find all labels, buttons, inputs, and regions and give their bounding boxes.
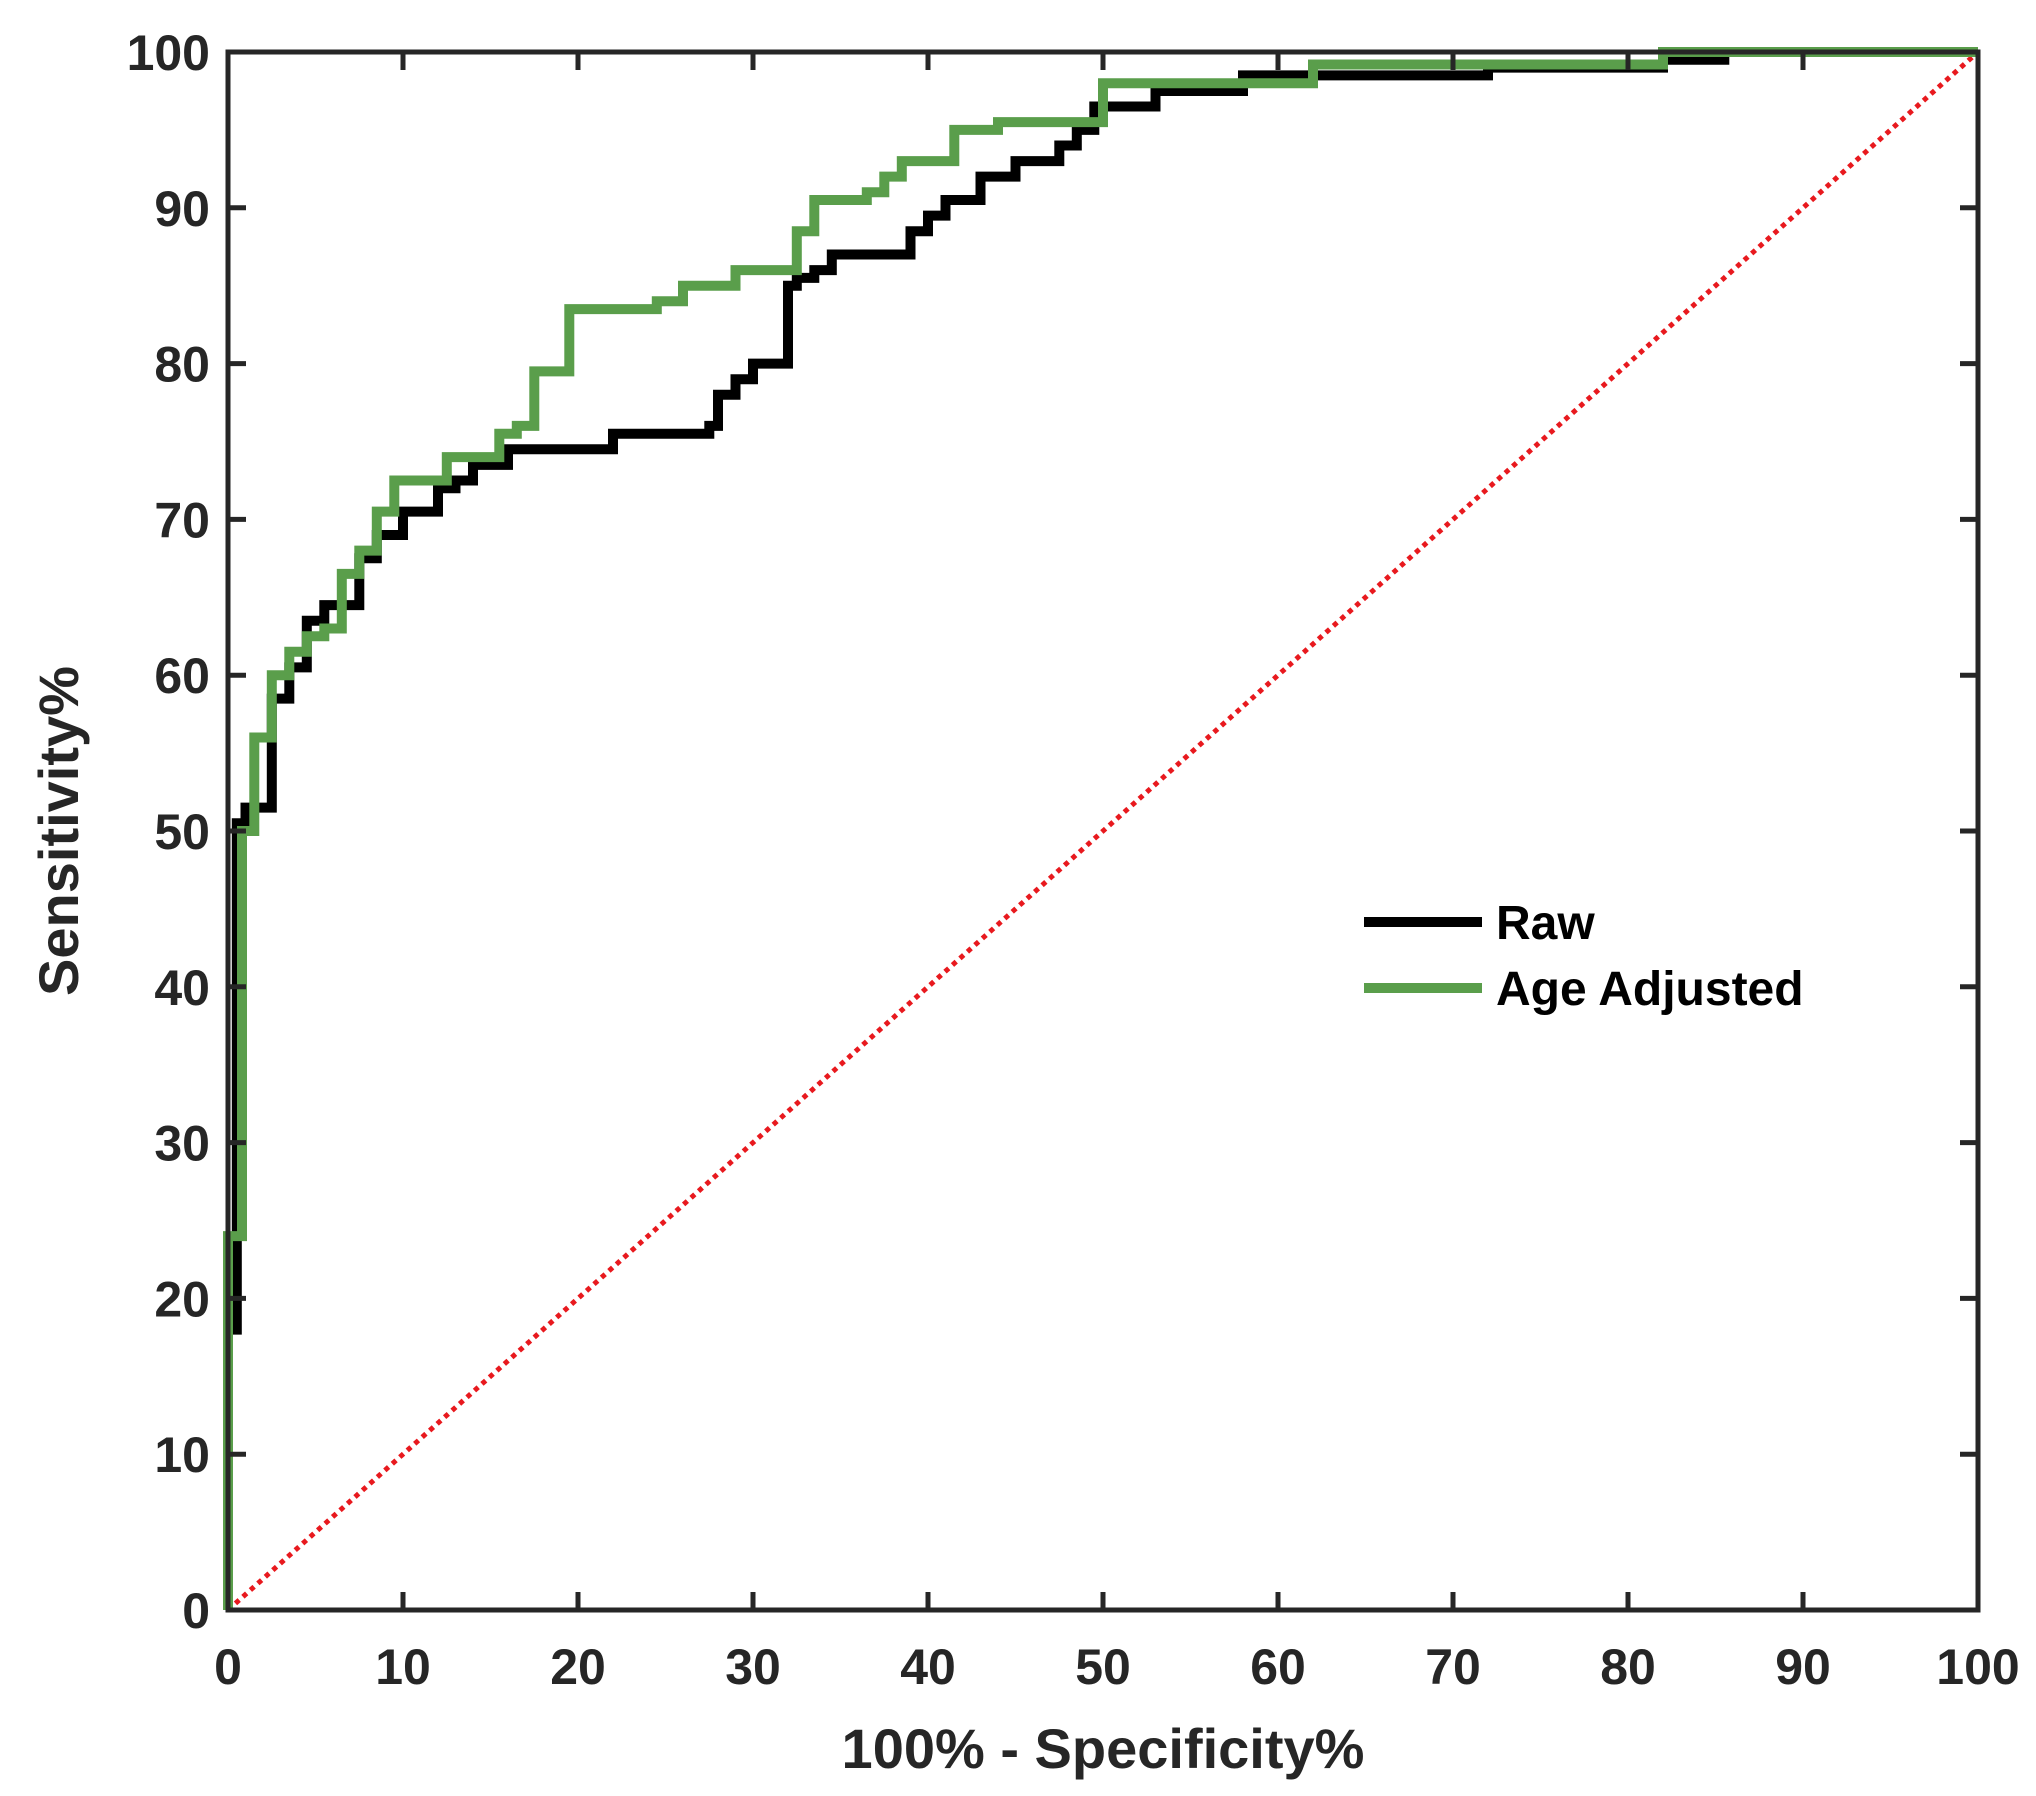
x-tick-label: 40 [900, 1639, 956, 1695]
legend: Raw Age Adjusted [1364, 897, 1804, 1016]
x-tick-label: 20 [550, 1639, 606, 1695]
x-tick-label: 10 [375, 1639, 431, 1695]
x-tick-label: 100 [1936, 1639, 2019, 1695]
x-axis-ticks: 0 10 20 30 40 50 60 70 80 90 100 [214, 52, 2020, 1695]
legend-label-raw: Raw [1496, 897, 1595, 950]
y-tick-label: 90 [154, 181, 210, 237]
x-tick-label: 30 [725, 1639, 781, 1695]
y-tick-label: 50 [154, 804, 210, 860]
y-tick-label: 30 [154, 1116, 210, 1172]
y-tick-label: 70 [154, 492, 210, 548]
y-axis-label: Sensitivity% [27, 666, 90, 996]
x-tick-label: 60 [1250, 1639, 1306, 1695]
x-tick-label: 90 [1775, 1639, 1831, 1695]
series-line-age-adjusted [223, 47, 1978, 1610]
y-axis-ticks: 0 10 20 30 40 50 60 70 80 90 100 [127, 25, 1978, 1639]
y-tick-label: 100 [127, 25, 210, 81]
x-tick-label: 50 [1075, 1639, 1131, 1695]
y-tick-label: 0 [182, 1583, 210, 1639]
y-tick-label: 20 [154, 1271, 210, 1327]
series-line-reference [226, 50, 1980, 1612]
plot-lines [223, 47, 1980, 1612]
y-tick-label: 10 [154, 1427, 210, 1483]
x-tick-label: 80 [1600, 1639, 1656, 1695]
y-tick-label: 60 [154, 648, 210, 704]
x-tick-label: 70 [1425, 1639, 1481, 1695]
y-tick-label: 80 [154, 337, 210, 393]
legend-label-age-adjusted: Age Adjusted [1496, 963, 1804, 1016]
x-tick-label: 0 [214, 1639, 242, 1695]
x-axis-label: 100% - Specificity% [842, 1717, 1365, 1780]
y-tick-label: 40 [154, 960, 210, 1016]
series-line-raw [223, 47, 1978, 1610]
